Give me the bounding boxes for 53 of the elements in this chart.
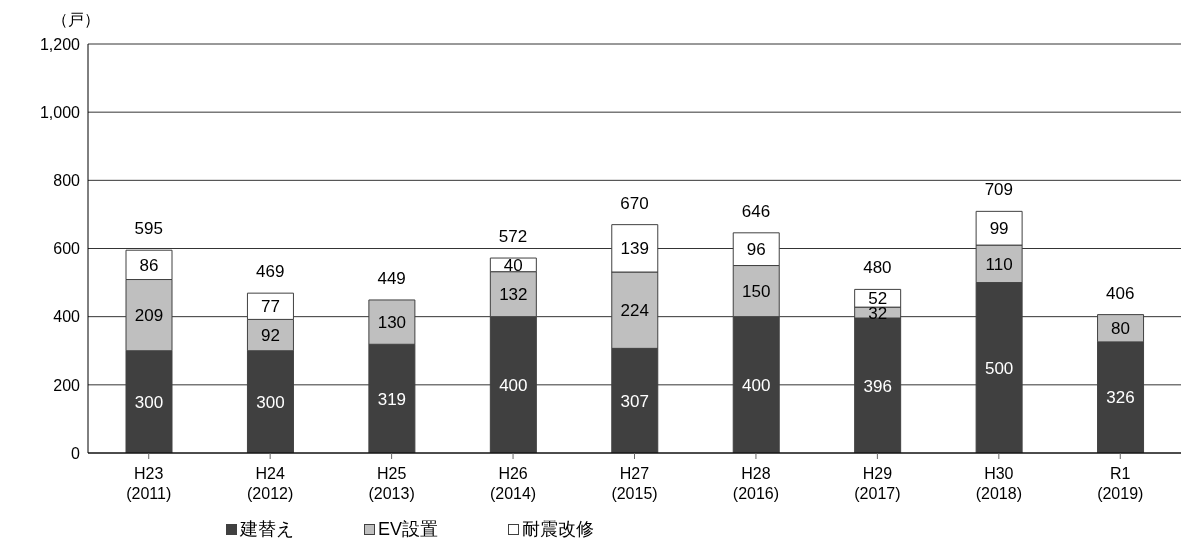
data-label: 396 — [863, 376, 892, 396]
total-label: 595 — [134, 219, 163, 239]
total-label: 480 — [863, 258, 892, 278]
data-label: 99 — [989, 219, 1009, 239]
data-label: 110 — [985, 254, 1013, 274]
total-label: 670 — [620, 193, 649, 213]
data-label: 80 — [1111, 319, 1131, 339]
y-tick-label: 400 — [53, 308, 81, 326]
x-tick-label: H24 (2012) — [247, 465, 294, 502]
x-tick-label: H28 (2016) — [732, 465, 780, 502]
legend-label: 建替え — [240, 518, 294, 541]
data-label: 224 — [620, 301, 649, 321]
y-tick-label: 200 — [53, 376, 81, 394]
y-tick-label: 0 — [71, 444, 81, 462]
x-tick-label: H27 (2015) — [611, 465, 658, 502]
y-tick-label: 800 — [53, 172, 81, 190]
total-label: 709 — [984, 180, 1014, 200]
x-tick-label: H26 (2014) — [489, 465, 537, 502]
legend-label: 耐震改修 — [522, 518, 595, 541]
total-label: 646 — [741, 201, 771, 221]
data-label: 209 — [134, 306, 164, 326]
data-label: 92 — [260, 326, 280, 346]
data-label: 400 — [499, 375, 528, 395]
legend-label: EV設置 — [378, 518, 439, 541]
data-label: 132 — [499, 285, 528, 305]
total-label: 469 — [255, 262, 285, 282]
data-label: 150 — [742, 282, 771, 302]
data-label: 40 — [503, 255, 523, 275]
total-label: 572 — [498, 227, 528, 247]
y-tick-label: 600 — [53, 240, 81, 258]
data-label: 326 — [1106, 388, 1135, 408]
x-tick-label: H29 (2017) — [854, 465, 901, 502]
data-label: 307 — [620, 391, 649, 411]
y-tick-label: 1,000 — [39, 103, 81, 121]
data-label: 400 — [742, 375, 771, 395]
data-label: 77 — [260, 297, 280, 317]
data-label: 96 — [746, 240, 766, 260]
data-label: 130 — [377, 313, 407, 333]
data-label: 500 — [984, 358, 1014, 378]
data-label: 319 — [377, 389, 407, 409]
data-label: 300 — [256, 392, 285, 412]
x-tick-label: H30 (2018) — [975, 465, 1022, 502]
data-label: 300 — [134, 392, 164, 412]
total-label: 406 — [1106, 283, 1135, 303]
x-tick-label: H23 (2011) — [126, 465, 172, 502]
data-label: 139 — [620, 239, 649, 259]
data-label: 32 — [868, 303, 888, 323]
total-label: 449 — [377, 268, 406, 288]
x-tick-label: H25 (2013) — [368, 465, 415, 502]
data-label: 86 — [139, 255, 159, 275]
x-tick-label: R1 (2019) — [1097, 465, 1144, 502]
y-tick-label: 1,200 — [39, 35, 81, 53]
y-axis-title: （戸） — [52, 10, 100, 30]
